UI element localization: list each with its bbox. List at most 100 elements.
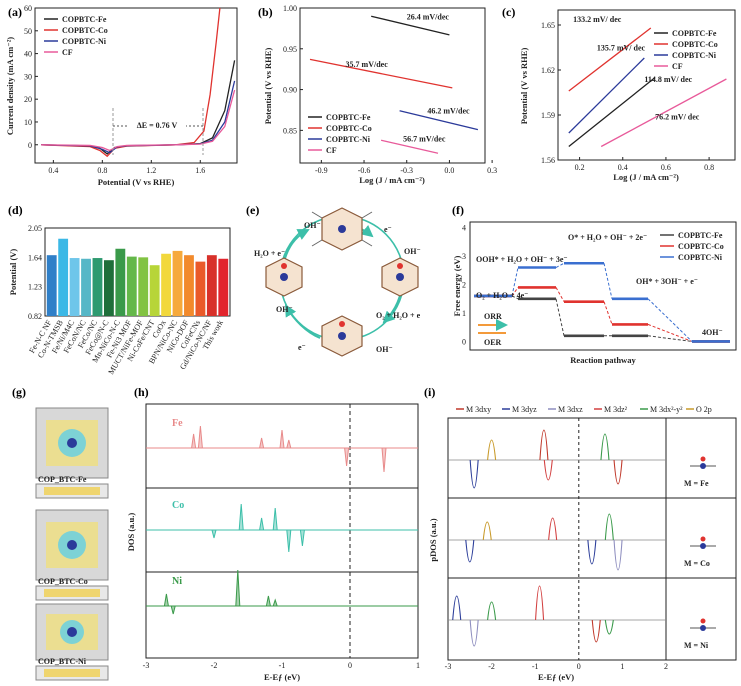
chart-d-bar-4 [92,258,103,316]
chart-d-frame [44,227,231,317]
chart-a-legend-label-1: COPBTC-Co [62,26,108,35]
chart-b-slope-label-0: 26.4 mV/dec [407,12,450,21]
chart-a-series-3 [41,89,236,152]
chart-f-link-2-4 [647,298,693,342]
cycle-diagram: OH⁻ e⁻ H₂O + e⁻ OH⁻ OH⁻ O₂ + H₂O + e e⁻ … [254,207,421,357]
density-fe [35,407,109,499]
chart-b-legend-label-2: COPBTC-Ni [326,135,371,144]
chart-c-slope-label-2: 135.7 mV/ dec [597,44,646,53]
chart-b-ylabel: Potential (V vs RHE) [263,48,273,125]
chart-i: -3 -2 -1 0 1 2 M 3dxy M 3dyz M 3dxz M 3dz² M 3dx²… [428,405,737,682]
chart-f-link-1-4 [647,323,693,342]
chart-h-xtick: 0 [348,661,352,670]
chart-a-ytick: 10 [24,118,32,127]
chart-h: Fe Co Ni -3 -2 -1 0 1 E-Eƒ (eV) DOS (a.u.) [126,403,420,682]
chart-f-legend-label-2: COPBTC-Ni [678,253,723,262]
chart-f-ytick: 4 [462,224,466,233]
chart-c-ytick: 1.59 [541,111,555,120]
chart-c: 114.8 mV/ dec 133.2 mV/ dec 135.7 mV/ dec 7… [519,9,736,182]
chart-d-bar-12 [184,255,194,316]
chart-f-legend-label-0: COPBTC-Fe [678,231,723,240]
chart-a-xlabel: Potential (V vs RHE) [98,177,175,187]
chart-b-legend-label-1: COPBTC-Co [326,124,372,133]
chart-i-peak-1-1 [482,521,492,541]
chart-i-peak-1-2 [548,517,558,541]
panel-label-b: (b) [258,5,273,19]
chart-b-series-2 [399,110,479,131]
chart-f-link-0-1 [511,295,519,300]
chart-b-xtick: -0.6 [358,166,371,175]
chart-i-peak-0-5 [613,459,623,485]
chart-f-xlabel: Reaction pathway [570,355,636,365]
chart-c-xtick: 0.4 [618,163,628,172]
density-label-ni: COP_BTC-Ni [38,657,87,666]
cycle-label-oh-3: OH⁻ [276,305,293,314]
chart-d-bar-15 [218,258,229,316]
chart-a-annotation: ΔE = 0.76 V [137,121,178,130]
chart-a-legend-label-2: COPBTC-Ni [62,37,107,46]
chart-c-slope-label-3: 76.2 mV/ dec [655,113,700,122]
chart-i-legend-label-3: M 3dz² [604,405,628,414]
chart-i-row-ni: M = Ni [684,641,709,650]
density-co [35,509,109,601]
chart-i-peak-2-4 [591,619,601,643]
chart-a-xtick: 1.2 [146,166,156,175]
density-label-co: COP_BTC-Co [38,577,88,586]
chart-b-slope-label-3: 56.7 mV/dec [403,134,446,143]
cycle-label-h2o: H₂O + e⁻ [254,249,285,258]
chart-d-bar-7 [126,256,137,316]
chart-c-legend-label-0: COPBTC-Fe [672,29,717,38]
chart-c-legend: COPBTC-Fe COPBTC-Co COPBTC-Ni CF [654,29,718,71]
chart-a-legend: COPBTC-Fe COPBTC-Co COPBTC-Ni CF [44,15,108,57]
chart-d-bar-10 [161,253,172,316]
chart-f-link-0-2 [555,298,565,336]
chart-h-label-0: Fe [172,418,183,429]
chart-f-link-2-3 [603,263,613,299]
inset-molecule-co [690,536,716,549]
chart-b-frame [299,7,486,164]
charge-density-panel: COP_BTC-Fe COP_BTC-Co COP_BTC-Ni [35,407,109,681]
chart-b-xtick: 0.0 [444,166,454,175]
chart-a-annotation-bg [128,119,186,131]
chart-a-ytick: 40 [24,50,32,59]
chart-b-ytick: 0.90 [283,86,297,95]
chart-d-bar-0 [46,255,57,316]
chart-i-peak-2-3 [535,585,545,621]
chart-i-peak-1-5 [613,539,623,571]
chart-b-xtick: -0.3 [400,166,413,175]
chart-i-xtick: -1 [532,662,539,671]
chart-i-xlabel: E-Eƒ (eV) [538,672,574,682]
chart-a-series-2 [41,80,236,154]
chart-d-bar-13 [195,261,206,316]
chart-c-xtick: 0.8 [704,163,714,172]
cycle-arrow-3 [285,304,321,339]
chart-i-peak-0-4 [600,433,610,461]
chart-f-link-1-2 [555,287,565,302]
chart-c-xtick: 0.6 [661,163,671,172]
chart-h-dos-1 [146,503,418,553]
chart-d-ylabel: Potential (V) [8,249,18,296]
chart-a-xtick: 1.6 [195,166,205,175]
chart-a-xtick: 0.8 [97,166,107,175]
chart-c-ytick: 1.56 [541,156,555,165]
chart-f-oer-label: OER [484,338,502,347]
chart-i-peak-2-0 [452,595,462,621]
chart-f-label-ooh: OOH* + H₂O + OH⁻ + 3e⁻ [476,255,568,264]
panel-label-e: (e) [246,203,259,217]
chart-b-xtick: 0.3 [487,166,497,175]
chart-b-ytick: 1.00 [283,4,297,13]
cycle-label-e-2: e⁻ [298,343,306,352]
chart-d-bar-5 [103,260,114,316]
chart-h-ylabel: DOS (a.u.) [126,513,136,552]
cycle-label-oh-2: OH⁻ [404,247,421,256]
chart-a-frame [34,7,238,164]
chart-a-ylabel: Current density (mA cm⁻²) [5,37,15,135]
chart-c-series-3 [600,78,727,148]
density-ni [35,603,109,681]
molecule-bottom [321,315,363,357]
chart-c-ylabel: Potential (V vs RHE) [519,48,529,125]
density-label-fe: COP_BTC-Fe [38,475,87,484]
chart-c-xtick: 0.2 [575,163,585,172]
